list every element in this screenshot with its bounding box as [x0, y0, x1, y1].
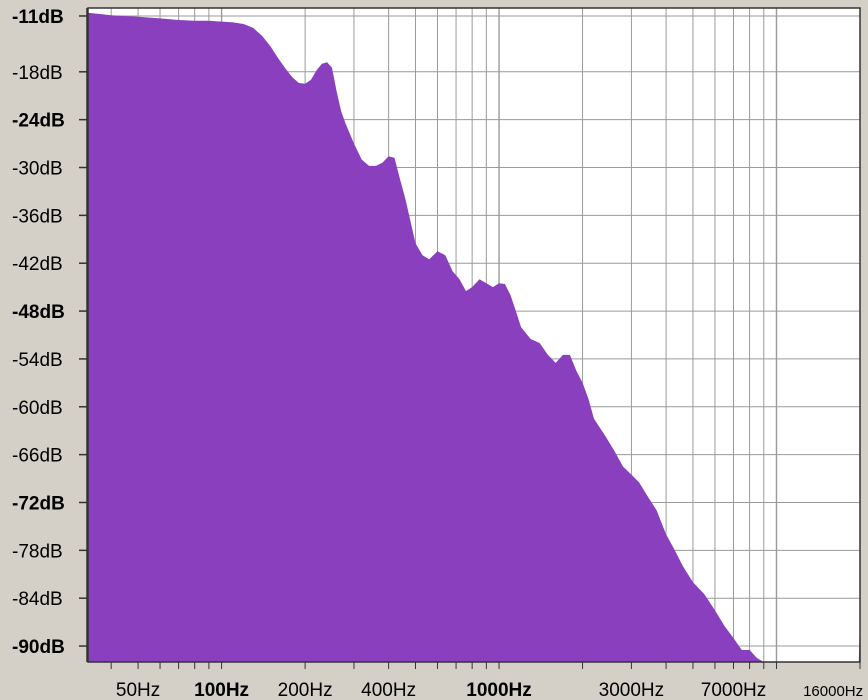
x-tick-label: 100Hz — [194, 680, 249, 700]
y-tick-label: -11dB — [12, 7, 64, 28]
y-tick-label: -60dB — [12, 398, 63, 419]
y-tick-label: -36dB — [12, 206, 63, 227]
y-axis: -11dB -18dB -24dB -30dB -36dB -42dB -48dB -54dB… — [12, 7, 88, 662]
x-tick-label: 400Hz — [361, 680, 416, 700]
x-tick-label: 3000Hz — [599, 680, 665, 700]
x-tick-label: 7000Hz — [701, 680, 767, 700]
y-tick-label: -48dB — [12, 302, 65, 323]
y-tick-label: -24dB — [12, 111, 65, 132]
y-tick-label: -66dB — [12, 446, 63, 467]
y-tick-label: -42dB — [12, 254, 63, 275]
y-tick-label: -18dB — [12, 63, 63, 84]
y-tick-label: -78dB — [12, 541, 63, 562]
x-tick-label: 16000Hz — [803, 683, 863, 700]
x-axis: 50Hz 100Hz 200Hz 400Hz 1000Hz 3000Hz 7000Hz 160… — [110, 662, 863, 700]
y-tick-label: -54dB — [12, 350, 63, 371]
spectrum-area — [88, 12, 860, 663]
y-tick-label: -84dB — [12, 589, 63, 610]
x-tick-label: 50Hz — [116, 680, 160, 700]
x-tick-label: 1000Hz — [466, 680, 532, 700]
plot-frame — [87, 7, 861, 663]
x-tick-label: 200Hz — [278, 680, 333, 700]
y-tick-label: -30dB — [12, 159, 63, 180]
y-tick-label: -72dB — [12, 493, 65, 514]
y-tick-label: -90dB — [12, 637, 65, 658]
